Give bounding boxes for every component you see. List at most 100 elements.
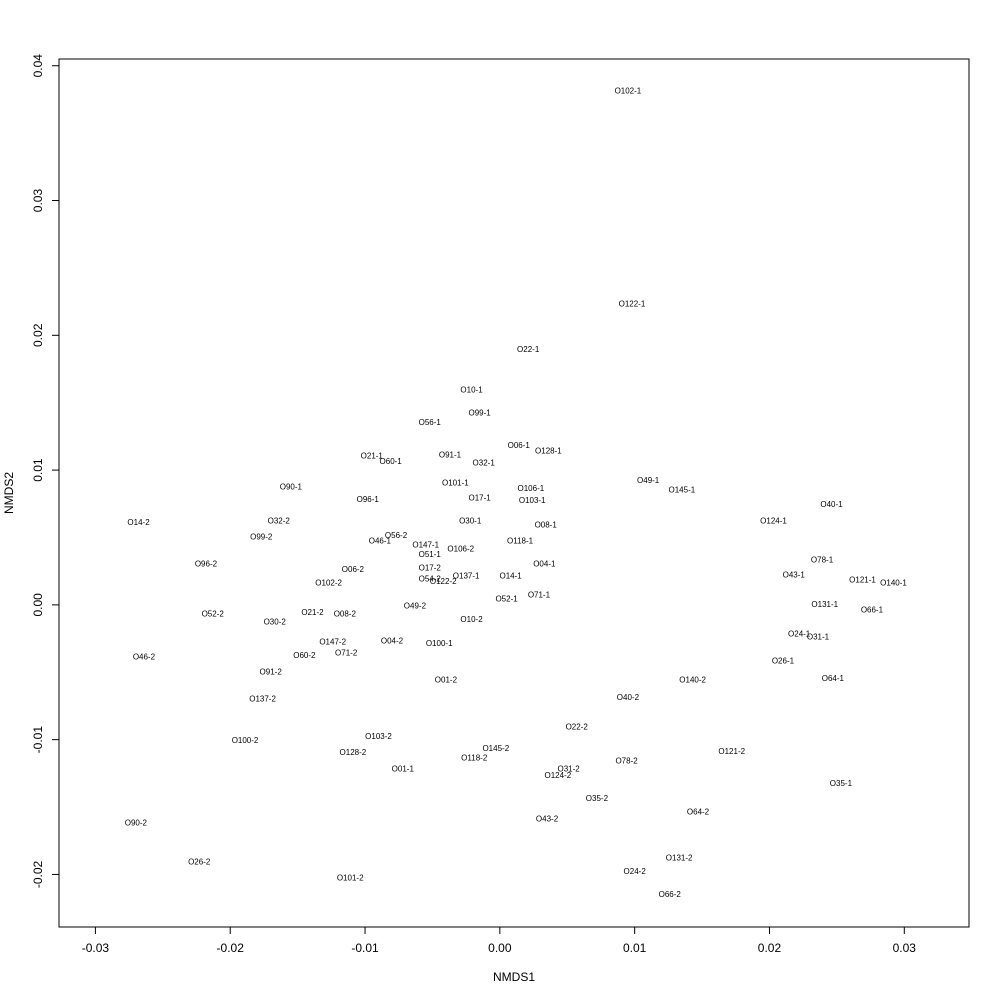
- point-label: O71-1: [528, 591, 551, 600]
- point-label: O30-2: [264, 618, 287, 627]
- point-label: O21-1: [361, 452, 384, 461]
- point-label: O49-2: [404, 601, 427, 610]
- point-label: O131-2: [666, 853, 693, 862]
- point-label: O91-1: [439, 450, 462, 459]
- point-label: O56-2: [385, 531, 408, 540]
- point-label: O60-2: [293, 651, 316, 660]
- point-label: O46-2: [133, 653, 156, 662]
- point-label: O24-2: [624, 867, 647, 876]
- point-label: O147-2: [319, 638, 346, 647]
- point-label: O91-2: [260, 667, 283, 676]
- point-label: O01-2: [435, 675, 458, 684]
- point-label: O121-1: [849, 576, 876, 585]
- point-label: O30-1: [459, 516, 482, 525]
- point-label: O14-2: [127, 518, 150, 527]
- point-label: O124-1: [760, 516, 787, 525]
- point-label: O22-1: [517, 345, 540, 354]
- point-label: O08-1: [535, 520, 558, 529]
- point-label: O31-1: [807, 632, 830, 641]
- point-label: O52-1: [495, 595, 518, 604]
- point-label: O31-2: [557, 764, 580, 773]
- point-label: O46-1: [369, 537, 392, 546]
- x-tick-label: 0.02: [758, 941, 782, 955]
- point-label: O90-1: [280, 483, 303, 492]
- y-tick-label: -0.01: [31, 726, 45, 754]
- y-tick-label: 0.01: [31, 458, 45, 482]
- point-label: O17-1: [469, 494, 492, 503]
- point-label: O22-2: [566, 723, 589, 732]
- point-label: O51-1: [419, 550, 442, 559]
- point-label: O122-1: [619, 299, 646, 308]
- point-label: O137-1: [453, 572, 480, 581]
- point-label: O56-1: [419, 418, 442, 427]
- point-label: O40-2: [617, 693, 640, 702]
- y-tick-label: 0.02: [31, 323, 45, 347]
- y-tick-label: 0.04: [31, 54, 45, 78]
- point-label: O131-1: [811, 600, 838, 609]
- x-tick-label: -0.03: [82, 941, 110, 955]
- point-label: O06-2: [342, 565, 365, 574]
- point-label: O78-1: [811, 556, 834, 565]
- x-tick-label: 0.03: [893, 941, 917, 955]
- y-tick-label: 0.00: [31, 593, 45, 617]
- point-label: O04-2: [381, 636, 404, 645]
- point-label: O128-2: [340, 748, 367, 757]
- point-label: O49-1: [637, 476, 660, 485]
- y-tick-label: 0.03: [31, 189, 45, 213]
- x-tick-label: -0.02: [217, 941, 245, 955]
- point-label: O103-2: [365, 732, 392, 741]
- point-label: O118-1: [507, 537, 534, 546]
- point-label: O10-2: [460, 615, 483, 624]
- point-label: O99-1: [469, 409, 492, 418]
- point-label: O40-1: [820, 500, 843, 509]
- point-label: O118-2: [461, 754, 488, 763]
- x-axis-label: NMDS1: [493, 970, 535, 984]
- point-label: O99-2: [250, 533, 273, 542]
- point-label: O24-1: [788, 630, 811, 639]
- point-label: O106-2: [447, 545, 474, 554]
- point-label: O71-2: [335, 649, 358, 658]
- point-label: O08-2: [334, 609, 357, 618]
- point-label: O26-1: [772, 657, 795, 666]
- point-label: O32-1: [473, 458, 496, 467]
- point-label: O137-2: [249, 694, 276, 703]
- x-tick-label: 0.01: [623, 941, 647, 955]
- point-label: O64-2: [687, 808, 710, 817]
- point-label: O103-1: [519, 496, 546, 505]
- point-label: O35-1: [830, 779, 853, 788]
- y-tick-label: -0.02: [31, 860, 45, 888]
- point-label: O54-2: [419, 574, 442, 583]
- point-label: O140-1: [880, 578, 907, 587]
- point-label: O96-2: [195, 560, 218, 569]
- point-label: O147-1: [412, 541, 439, 550]
- point-label: O06-1: [508, 441, 531, 450]
- point-label: O78-2: [615, 756, 638, 765]
- point-label: O101-1: [442, 479, 469, 488]
- point-label: O60-1: [380, 457, 403, 466]
- point-label: O35-2: [586, 794, 609, 803]
- point-label: O04-1: [533, 560, 556, 569]
- point-label: O21-2: [301, 608, 324, 617]
- point-label: O145-2: [482, 744, 509, 753]
- x-tick-label: 0.00: [488, 941, 512, 955]
- point-label: O145-1: [669, 485, 696, 494]
- point-label: O121-2: [718, 747, 745, 756]
- y-axis-label: NMDS2: [2, 472, 16, 514]
- point-label: O106-1: [518, 484, 545, 493]
- point-label: O140-2: [679, 675, 706, 684]
- plot-frame: [58, 58, 970, 928]
- point-label: O17-2: [419, 564, 442, 573]
- x-tick-label: -0.01: [351, 941, 379, 955]
- point-label: O26-2: [188, 857, 211, 866]
- point-label: O100-2: [232, 736, 259, 745]
- point-label: O43-1: [783, 570, 806, 579]
- point-label: O128-1: [535, 446, 562, 455]
- point-label: O124-2: [544, 771, 571, 780]
- point-label: O100-1: [426, 639, 453, 648]
- point-label: O32-2: [268, 516, 291, 525]
- point-label: O90-2: [125, 818, 148, 827]
- point-label: O66-1: [861, 605, 884, 614]
- point-label: O96-1: [357, 495, 380, 504]
- point-label: O01-1: [392, 764, 415, 773]
